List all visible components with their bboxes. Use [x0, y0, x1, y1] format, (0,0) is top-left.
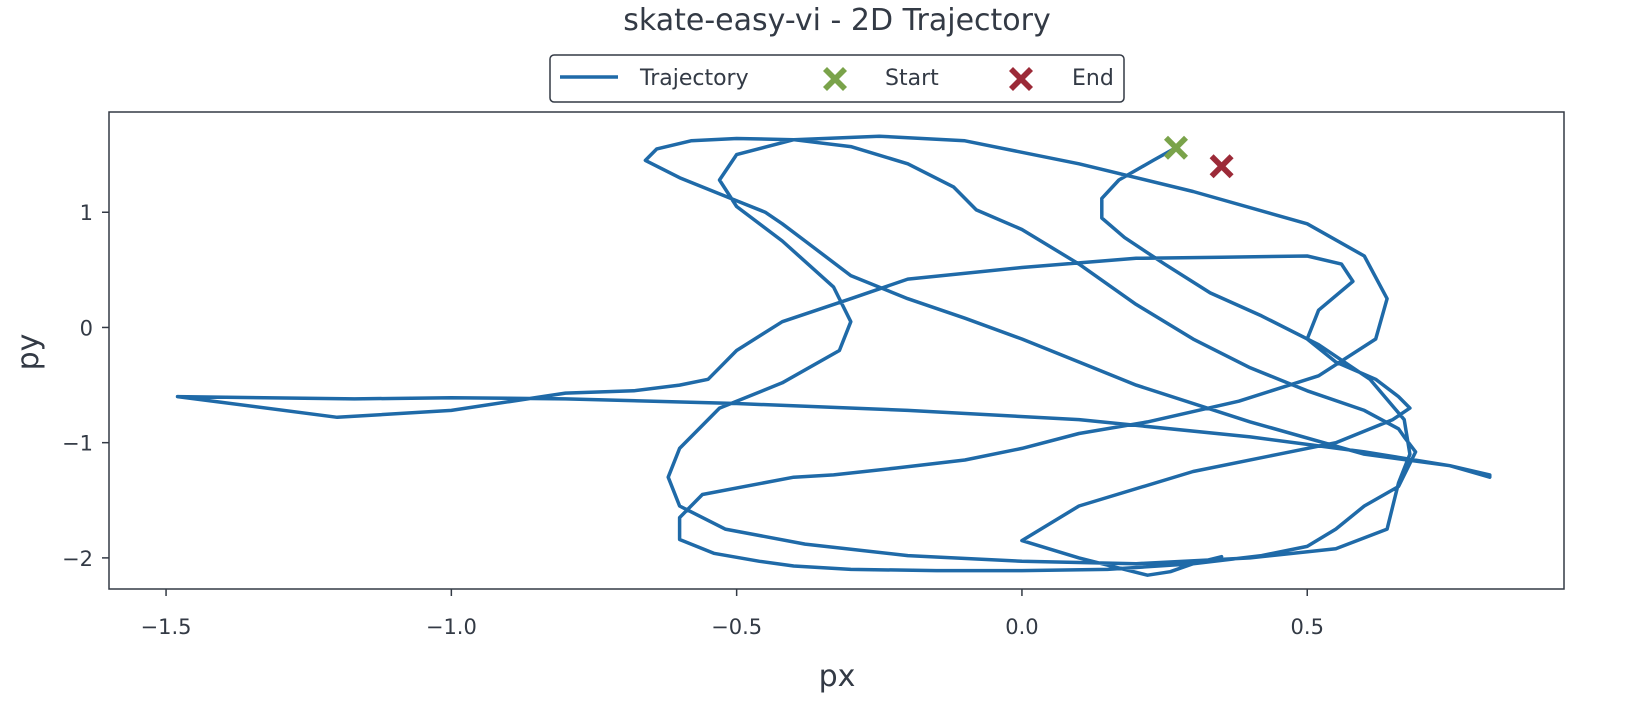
y-axis-label: py	[11, 334, 46, 371]
x-tick-label: −0.5	[711, 615, 762, 639]
x-tick-label: −1.5	[141, 615, 192, 639]
x-axis-label: px	[819, 659, 856, 694]
legend-end-label: End	[1072, 66, 1114, 91]
y-tick-label: 1	[80, 201, 93, 225]
legend-start-marker	[823, 67, 847, 91]
trajectory-line	[175, 134, 1492, 577]
legend: Trajectory Start End	[549, 54, 1125, 103]
x-axis: −1.5 −1.0 −0.5 0.0 0.5	[141, 589, 1324, 639]
legend-start-label: Start	[885, 66, 939, 91]
x-tick-label: 0.0	[1005, 615, 1038, 639]
x-tick-label: 0.5	[1291, 615, 1324, 639]
y-tick-label: 0	[80, 316, 93, 340]
end-marker	[1209, 154, 1234, 179]
plot-area-frame	[108, 111, 1565, 590]
chart-title: skate-easy-vi - 2D Trajectory	[623, 3, 1050, 38]
y-tick-label: −1	[62, 432, 93, 456]
x-tick-label: −1.0	[426, 615, 477, 639]
y-tick-label: −2	[62, 547, 93, 571]
legend-end-marker	[1009, 67, 1033, 91]
start-marker	[1164, 135, 1188, 160]
legend-trajectory-label: Trajectory	[639, 66, 749, 91]
y-axis: 1 0 −1 −2	[62, 201, 109, 571]
